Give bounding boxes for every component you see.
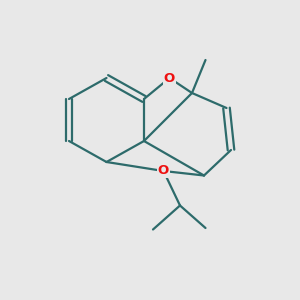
Text: O: O [158, 164, 169, 178]
Text: O: O [164, 71, 175, 85]
